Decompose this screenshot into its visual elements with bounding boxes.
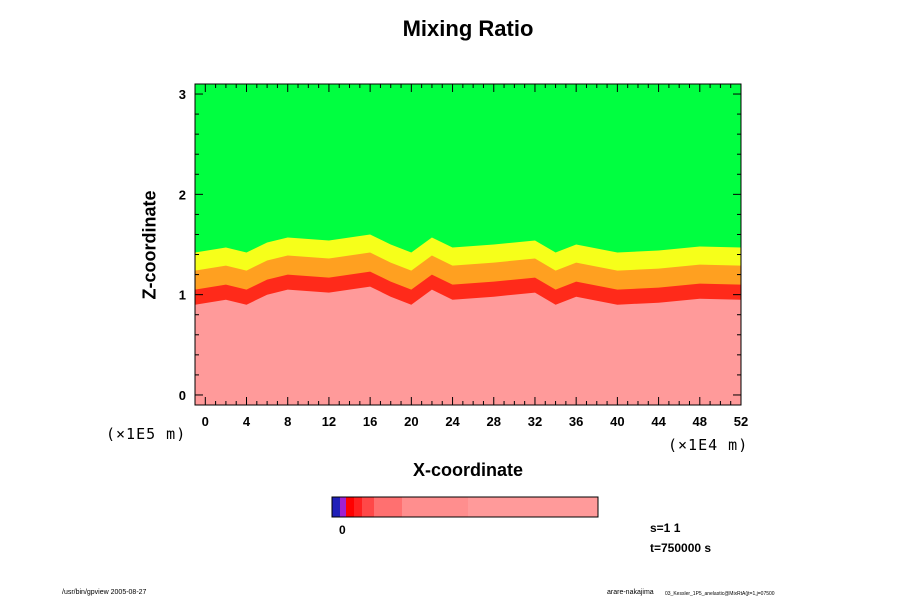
y-axis-unit: (×1E5 m)	[106, 425, 187, 443]
colorbar-swatch	[354, 497, 362, 517]
x-tick-label: 28	[487, 414, 501, 429]
colorbar-swatch	[332, 497, 340, 517]
x-tick-label: 16	[363, 414, 377, 429]
x-tick-label: 24	[445, 414, 460, 429]
x-tick-label: 8	[284, 414, 291, 429]
time-value: t=750000 s	[650, 541, 712, 555]
colorbar-zero-label: 0	[339, 523, 346, 537]
x-tick-label: 52	[734, 414, 748, 429]
colorbar-swatch	[362, 497, 374, 517]
plot-frame	[194, 83, 742, 406]
y-tick-label: 2	[179, 187, 186, 202]
colorbar-swatch	[340, 497, 346, 517]
chart-title: Mixing Ratio	[402, 16, 534, 41]
color-bar	[331, 496, 599, 518]
x-axis-unit: (×1E4 m)	[668, 436, 749, 454]
footer-left: /usr/bin/gpview 2005-08-27	[62, 589, 147, 596]
x-tick-label: 40	[610, 414, 624, 429]
y-tick-label: 3	[179, 87, 186, 102]
y-axis-label: Z-coordinate	[139, 190, 160, 300]
s-value: s=1 1	[650, 521, 681, 535]
x-tick-label: 12	[322, 414, 336, 429]
colorbar-frame	[331, 496, 599, 518]
colorbar-swatch	[346, 497, 354, 517]
colorbar-swatch	[374, 497, 402, 517]
region-lower	[195, 286, 741, 405]
x-tick-label: 20	[404, 414, 418, 429]
x-tick-label: 36	[569, 414, 583, 429]
y-tick-label: 1	[179, 288, 186, 303]
x-tick-label: 4	[243, 414, 251, 429]
colorbar-swatch	[402, 497, 468, 517]
x-axis-label: X-coordinate	[412, 460, 523, 480]
y-tick-label: 0	[179, 388, 186, 403]
colorbar-swatch	[468, 497, 598, 517]
x-tick-label: 0	[202, 414, 209, 429]
plot-area	[194, 83, 742, 406]
x-tick-label: 44	[651, 414, 666, 429]
footer-right-file: 03_Kessler_1P5_anelastic@MixRtA(jt=1,j=0…	[665, 591, 775, 597]
x-tick-label: 32	[528, 414, 542, 429]
x-tick-label: 48	[693, 414, 707, 429]
footer-right-user: arare-nakajima	[607, 589, 654, 596]
